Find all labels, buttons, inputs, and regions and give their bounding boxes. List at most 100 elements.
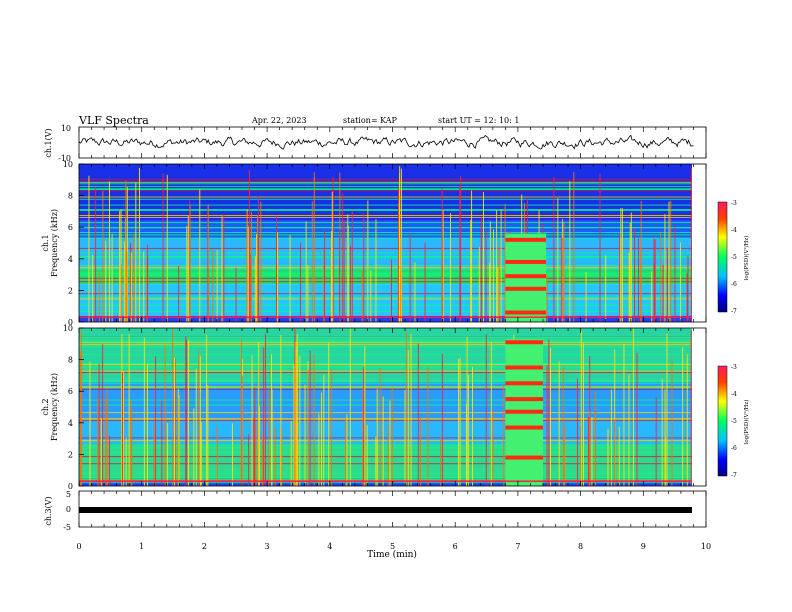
ytick-label: 4 — [68, 255, 73, 264]
spectrogram-sferic — [235, 267, 237, 322]
ch1-spectrogram-panel: 0 2 4 6 8 10 ch.1 Frequency (kHz) — [41, 160, 707, 327]
spectrogram-sferic — [589, 410, 590, 486]
spectrogram-sferic — [261, 435, 263, 486]
spectrogram-line — [79, 222, 692, 224]
event-line — [505, 409, 543, 414]
ch1-colorbar-tick-4: -4 — [731, 227, 737, 234]
ytick-label: 10 — [63, 160, 73, 169]
spectrogram-sferic — [583, 343, 584, 486]
spectrogram-sferic — [216, 426, 218, 486]
event-line — [505, 340, 543, 345]
spectrogram-sferic — [294, 328, 296, 486]
spectrogram-sferic — [407, 350, 409, 486]
spectrogram-line — [79, 479, 692, 480]
spectrogram-sferic — [375, 219, 377, 322]
spectrogram-sferic — [349, 328, 351, 486]
spectrogram-sferic — [300, 242, 301, 322]
time-axis-label: Time (min) — [367, 549, 417, 560]
spectrogram-baseline — [79, 316, 692, 318]
ch2-spectrogram-image — [79, 328, 692, 486]
spectrogram-sferic — [102, 344, 104, 486]
spectrogram-sferic — [146, 256, 148, 322]
spectrogram-line — [79, 252, 692, 254]
spectrogram-line — [79, 437, 692, 439]
spectrogram-sferic — [485, 230, 487, 322]
spectrogram-line — [79, 354, 692, 356]
spectrogram-line — [79, 210, 692, 211]
spectrogram-sferic — [307, 370, 309, 486]
spectrogram-line — [79, 419, 692, 421]
spectrogram-sferic — [143, 251, 145, 322]
spectrogram-sferic — [131, 408, 133, 486]
spectrogram-sferic — [271, 354, 272, 486]
spectrogram-sferic — [595, 390, 596, 486]
spectrogram-sferic — [588, 416, 590, 486]
spectrogram-line — [79, 183, 692, 185]
spectrogram-sferic — [629, 222, 631, 322]
spectrogram-sferic — [492, 409, 494, 486]
spectrogram-line — [79, 447, 692, 449]
spectrogram-sferic — [489, 262, 491, 322]
spectrogram-sferic — [345, 419, 347, 486]
spectrogram-line — [79, 336, 692, 338]
spectrogram-sferic — [459, 358, 461, 486]
ch3-waveform-trace — [79, 507, 692, 513]
spectrogram-sferic — [546, 274, 548, 322]
spectrogram-sferic — [122, 370, 124, 486]
spectrogram-sferic — [295, 342, 297, 486]
spectrogram-sferic — [268, 389, 270, 486]
spectrogram-sferic — [126, 187, 128, 322]
spectrogram-sferic — [92, 254, 94, 322]
spectrogram-sferic — [125, 180, 127, 322]
spectrogram-line — [79, 344, 692, 346]
spectrogram-line — [79, 227, 692, 228]
spectrogram-line — [79, 341, 692, 343]
ch3-ytick-bottom: -5 — [63, 523, 71, 532]
spectrogram-sferic — [389, 400, 391, 486]
spectrogram-sferic — [569, 181, 571, 322]
spectrogram-sferic — [293, 363, 295, 486]
spectrogram-line — [79, 297, 692, 298]
spectrogram-sferic — [277, 232, 279, 322]
spectrogram-sferic — [557, 198, 559, 322]
spectrogram-sferic — [331, 191, 333, 322]
spectrogram-sferic — [562, 366, 564, 486]
spectrogram-sferic — [483, 192, 484, 322]
spectrogram-sferic — [257, 196, 259, 322]
spectrogram-sferic — [98, 363, 100, 486]
spectrogram-sferic — [318, 413, 320, 486]
spectrogram-sferic — [496, 210, 498, 322]
spectrogram-line — [79, 265, 692, 267]
spectrogram-sferic — [382, 396, 384, 486]
spectrogram-sferic — [108, 181, 110, 322]
spectrogram-sferic — [620, 208, 622, 322]
spectrogram-sferic — [367, 200, 369, 322]
spectrogram-sferic — [618, 426, 620, 486]
spectrogram-sferic — [610, 389, 612, 486]
ytick-label: 6 — [68, 387, 73, 396]
spectrogram-sferic — [497, 266, 499, 322]
spectrogram-sferic — [375, 436, 377, 486]
spectrogram-sferic — [638, 238, 639, 322]
spectrogram-sferic — [659, 233, 661, 322]
spectrogram-sferic — [362, 388, 364, 486]
ch1-colorbar-label: log(PSD)(V²/Hz) — [743, 236, 750, 281]
spectrogram-sferic — [441, 353, 443, 486]
spectrogram-sferic — [313, 172, 315, 322]
spectrogram-line — [79, 399, 692, 401]
spectrogram-sferic — [254, 387, 256, 486]
spectrogram-sferic — [585, 271, 587, 322]
spectrogram-sferic — [186, 226, 188, 322]
spectrogram-line — [79, 273, 692, 275]
spectrogram-sferic — [577, 379, 578, 486]
ch2-colorbar-tick-7: -7 — [731, 472, 737, 479]
spectrogram-sferic — [398, 233, 400, 322]
ytick-label: 8 — [68, 356, 73, 365]
spectrogram-sferic — [614, 349, 616, 486]
ch2-colorbar-tick-4: -4 — [731, 391, 737, 398]
spectrogram-sferic — [465, 403, 467, 486]
spectrogram-sferic — [466, 336, 468, 486]
spectrogram-sferic — [100, 417, 102, 486]
spectrogram-sferic — [304, 384, 306, 486]
spectrogram-sferic — [130, 400, 132, 486]
